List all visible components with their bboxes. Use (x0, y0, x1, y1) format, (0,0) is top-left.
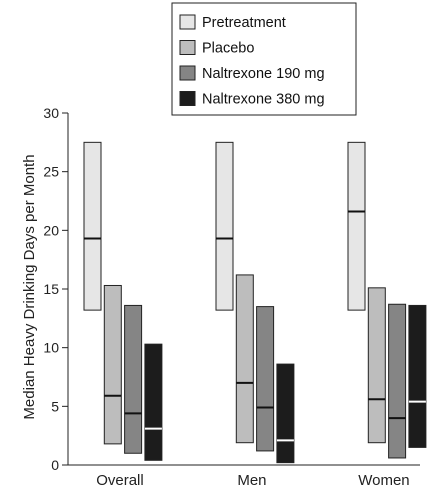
legend-label: Pretreatment (202, 15, 286, 31)
y-tick-label: 20 (43, 222, 59, 238)
box-overall-series-1 (83, 141, 102, 311)
x-axis: Overall Men Women (68, 464, 420, 489)
y-tick-label: 5 (51, 398, 59, 414)
legend-label: Naltrexone 190 mg (202, 66, 325, 82)
y-axis: 0 5 10 15 20 25 30 (43, 105, 69, 473)
box-men-series-2 (235, 274, 254, 444)
x-category-label: Women (358, 472, 409, 489)
legend-swatch (179, 91, 196, 106)
box-women-series-1 (347, 141, 366, 311)
x-category-label: Overall (96, 472, 144, 489)
legend-label: Naltrexone 380 mg (202, 92, 325, 108)
box-women-series-4 (408, 304, 427, 448)
legend-swatch (179, 14, 196, 30)
box-men-series-3 (256, 306, 275, 452)
box-women-series-3 (388, 303, 407, 459)
plot-area (83, 141, 427, 464)
y-tick-label: 15 (43, 281, 59, 297)
legend: Pretreatment Placebo Naltrexone 190 mg Nalt… (171, 2, 357, 116)
y-tick-label: 10 (43, 340, 59, 356)
y-axis-title: Median Heavy Drinking Days per Month (21, 154, 38, 419)
y-tick-label: 0 (51, 457, 59, 473)
box-men-series-4 (276, 363, 295, 464)
box-overall-series-2 (103, 284, 122, 445)
x-category-label: Men (237, 472, 266, 489)
legend-frame (171, 2, 357, 116)
legend-swatch (179, 65, 196, 81)
legend-swatch (179, 40, 196, 55)
box-women-series-2 (367, 287, 386, 444)
y-tick-label: 30 (43, 105, 59, 121)
box-overall-series-3 (124, 304, 143, 454)
y-tick-label: 25 (43, 164, 59, 180)
box-men-series-1 (215, 141, 234, 311)
legend-label: Placebo (202, 41, 254, 57)
box-overall-series-4 (144, 343, 163, 461)
